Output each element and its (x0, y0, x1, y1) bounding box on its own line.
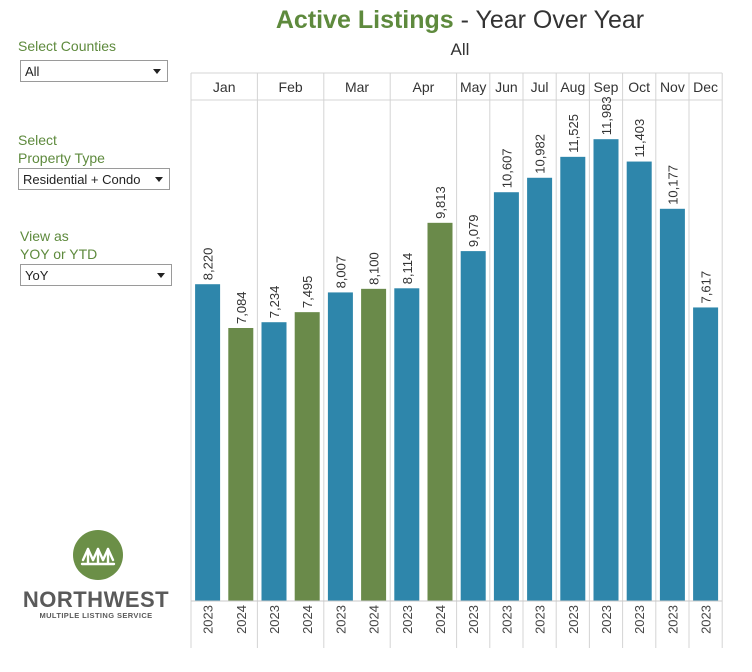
month-header-label: Oct (628, 79, 650, 95)
month-header-label: Apr (413, 79, 435, 95)
bar-value-label: 11,983 (599, 96, 614, 135)
year-tick-label: 2024 (367, 605, 382, 634)
bar-value-label: 11,525 (566, 114, 581, 153)
property-type-filter-label-line2: Property Type (18, 150, 105, 166)
chart-subtitle: All (450, 40, 470, 59)
bar-value-label: 10,177 (665, 165, 680, 205)
bar-feb-2023 (261, 322, 287, 601)
month-header-label: Jul (531, 79, 549, 95)
chevron-down-icon (157, 273, 165, 278)
counties-select-value: All (25, 64, 40, 79)
view-filter-label-line1: View as (20, 228, 69, 244)
trees-icon (80, 547, 116, 566)
month-header-label: Dec (693, 79, 718, 95)
year-tick-label: 2024 (300, 605, 315, 634)
year-tick-label: 2023 (267, 605, 282, 634)
bar-value-label: 8,220 (201, 248, 216, 281)
year-tick-label: 2024 (433, 605, 448, 634)
year-tick-label: 2023 (699, 605, 714, 634)
bar-jan-2024 (228, 327, 254, 601)
month-header-label: Sep (594, 79, 619, 95)
year-tick-label: 2023 (499, 605, 514, 634)
bar-value-label: 8,100 (367, 252, 382, 285)
bar-value-label: 11,403 (632, 119, 647, 158)
bar-jul-2023 (527, 177, 553, 601)
month-header-label: Feb (279, 79, 303, 95)
bar-value-label: 7,234 (267, 286, 282, 319)
chevron-down-icon (155, 177, 163, 182)
bar-mar-2023 (327, 292, 353, 601)
year-tick-label: 2023 (665, 605, 680, 634)
year-tick-label: 2023 (599, 605, 614, 634)
bar-sep-2023 (593, 139, 619, 602)
month-header-label: May (460, 79, 486, 95)
month-header-label: Nov (660, 79, 685, 95)
year-tick-label: 2023 (201, 605, 216, 634)
bar-value-label: 9,079 (466, 215, 481, 248)
view-filter-label-line2: YOY or YTD (20, 246, 98, 262)
year-tick-label: 2023 (632, 605, 647, 634)
logo-tagline: MULTIPLE LISTING SERVICE (39, 611, 153, 620)
view-select-value: YoY (25, 268, 49, 283)
bar-value-label: 7,617 (699, 271, 714, 304)
bar-value-label: 8,007 (333, 256, 348, 289)
view-select[interactable]: YoY (20, 264, 172, 286)
bar-value-label: 7,495 (300, 276, 315, 309)
bar-dec-2023 (693, 307, 719, 601)
chart-title: Active Listings - Year Over Year (190, 6, 730, 35)
month-header-label: Mar (345, 79, 369, 95)
bar-value-label: 7,084 (234, 291, 249, 324)
year-tick-label: 2023 (533, 605, 548, 634)
bar-value-label: 9,813 (433, 186, 448, 219)
bar-oct-2023 (626, 161, 652, 601)
bar-value-label: 10,982 (533, 134, 548, 174)
bar-may-2023 (460, 251, 486, 601)
property-type-select[interactable]: Residential + Condo (18, 168, 170, 190)
bar-apr-2024 (427, 222, 453, 601)
bar-apr-2023 (394, 288, 420, 601)
bar-mar-2024 (361, 288, 387, 601)
bar-nov-2023 (659, 208, 685, 602)
bar-aug-2023 (560, 156, 586, 601)
year-tick-label: 2023 (400, 605, 415, 634)
bar-feb-2024 (294, 312, 320, 601)
bar-jun-2023 (493, 192, 519, 601)
year-tick-label: 2024 (234, 605, 249, 634)
counties-filter-label: Select Counties (18, 38, 117, 54)
month-header-label: Jun (495, 79, 518, 95)
bar-value-label: 8,114 (400, 253, 415, 285)
logo-wordmark: NORTHWEST (22, 587, 170, 612)
chevron-down-icon (153, 69, 161, 74)
property-type-filter-label-line1: Select (18, 132, 57, 148)
year-tick-label: 2023 (333, 605, 348, 634)
property-type-select-value: Residential + Condo (23, 172, 141, 187)
bar-jan-2023 (195, 284, 221, 601)
nwmls-logo-icon (73, 530, 123, 580)
month-header-label: Aug (560, 79, 585, 95)
year-tick-label: 2023 (466, 605, 481, 634)
year-tick-label: 2023 (566, 605, 581, 634)
chart-title-accent: Active Listings (275, 6, 454, 34)
bar-value-label: 10,607 (499, 148, 514, 188)
month-header-label: Jan (213, 79, 236, 95)
chart-title-rest: - Year Over Year (453, 6, 645, 34)
counties-select[interactable]: All (20, 60, 168, 82)
